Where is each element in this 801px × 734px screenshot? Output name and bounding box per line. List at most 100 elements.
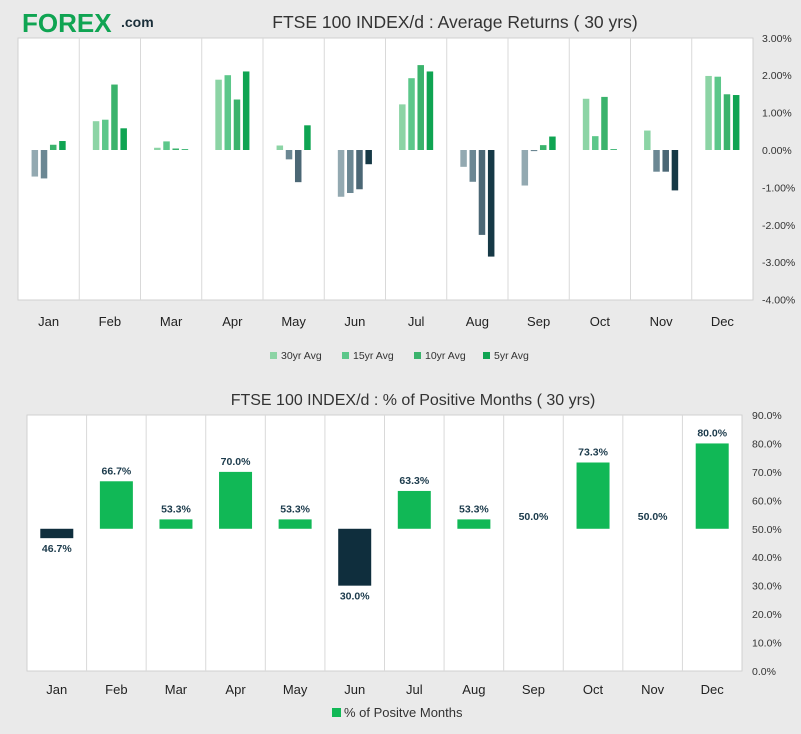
chart1-bar-jan-0 — [31, 150, 39, 177]
chart1-bar-may-3 — [304, 125, 311, 150]
chart1-bar-nov-0 — [644, 130, 651, 150]
chart1-legend-label: 10yr Avg — [425, 350, 466, 362]
chart2-data-label: 73.3% — [578, 447, 608, 459]
chart1-bar-aug-2 — [478, 150, 486, 235]
chart1-bar-jul-3 — [426, 71, 434, 150]
chart1-legend-label: 15yr Avg — [353, 350, 394, 362]
chart1-bar-mar-0 — [154, 147, 161, 150]
chart2-x-tick: Jan — [46, 682, 67, 697]
chart2-bar-aug — [457, 519, 491, 529]
chart1-x-tick: Jul — [408, 314, 425, 329]
chart1-bar-apr-1 — [224, 75, 232, 150]
chart1-x-tick: May — [281, 314, 306, 329]
chart1-y-tick: 1.00% — [762, 108, 792, 120]
chart2-y-tick: 80.0% — [752, 438, 782, 450]
chart1-x-tick: Jun — [344, 314, 365, 329]
forex-logo: FOREX .com — [22, 8, 154, 38]
chart2-bar-feb — [99, 481, 133, 529]
chart1-bar-jan-1 — [40, 150, 48, 179]
chart2-x-tick: Dec — [701, 682, 725, 697]
chart1-bar-nov-2 — [662, 150, 669, 172]
chart1-bar-sep-3 — [549, 136, 556, 150]
chart2-title: FTSE 100 INDEX/d : % of Positive Months … — [231, 392, 596, 409]
chart2-data-label: 46.7% — [42, 543, 72, 555]
chart1-x-tick: Nov — [650, 314, 674, 329]
chart2-data-label: 50.0% — [519, 511, 549, 523]
chart1-bar-aug-1 — [469, 150, 477, 182]
chart2-x-tick: Apr — [225, 682, 246, 697]
chart1-bar-feb-1 — [102, 119, 109, 150]
chart2-y-tick: 20.0% — [752, 609, 782, 621]
chart2-x-tick: Sep — [522, 682, 545, 697]
chart2-x-tick: Feb — [105, 682, 127, 697]
chart1-bar-mar-2 — [172, 148, 179, 150]
chart2-bar-oct — [576, 462, 610, 529]
chart2-y-tick: 10.0% — [752, 638, 782, 650]
chart1-bar-jul-1 — [408, 78, 415, 150]
chart1-bar-oct-3 — [610, 149, 617, 150]
chart1-bar-jul-0 — [399, 104, 406, 150]
chart2-y-tick: 50.0% — [752, 524, 782, 536]
chart2-data-label: 53.3% — [280, 503, 310, 515]
chart1-bar-feb-3 — [120, 128, 127, 150]
chart1-bar-jan-3 — [59, 141, 66, 150]
chart2-data-label: 70.0% — [221, 456, 251, 468]
chart1-bar-aug-0 — [460, 150, 467, 167]
chart1-legend-swatch — [270, 352, 277, 359]
chart2-data-label: 66.7% — [101, 465, 131, 477]
chart2-bar-dec — [695, 443, 729, 529]
chart2-data-label: 80.0% — [697, 427, 727, 439]
chart1-bar-apr-3 — [242, 71, 250, 150]
chart1-y-tick: 2.00% — [762, 70, 792, 82]
chart2-legend-swatch — [332, 708, 341, 717]
chart1-bar-jun-2 — [356, 150, 363, 190]
chart1-bar-sep-0 — [521, 150, 529, 186]
chart2-y-tick: 70.0% — [752, 467, 782, 479]
chart1-bar-nov-1 — [653, 150, 660, 172]
chart1-bar-apr-2 — [233, 99, 241, 150]
chart2-y-tick: 60.0% — [752, 495, 782, 507]
chart1-bar-jul-2 — [417, 65, 424, 150]
chart2-bar-jul — [397, 490, 431, 529]
chart2-data-label: 30.0% — [340, 591, 370, 603]
chart1-bar-may-2 — [294, 150, 302, 183]
chart1-y-tick: -4.00% — [762, 295, 795, 307]
chart1-bar-sep-2 — [539, 145, 547, 150]
chart1-y-tick: -1.00% — [762, 182, 795, 194]
chart1-bar-may-0 — [276, 145, 284, 150]
chart2-data-label: 53.3% — [459, 503, 489, 515]
chart1-bar-may-1 — [285, 150, 293, 160]
chart2-data-label: 63.3% — [399, 475, 429, 487]
chart1-bar-jan-2 — [49, 144, 57, 150]
chart1-y-tick: -3.00% — [762, 257, 795, 269]
chart1-y-tick: 3.00% — [762, 33, 792, 45]
chart2-bar-jan — [40, 528, 74, 539]
chart1-bar-jun-3 — [365, 150, 372, 165]
chart1-bar-oct-2 — [601, 96, 608, 150]
chart1-legend-swatch — [483, 352, 490, 359]
chart1-x-tick: Aug — [466, 314, 489, 329]
chart1-bar-dec-1 — [714, 76, 722, 150]
chart1-legend-swatch — [414, 352, 421, 359]
chart2-y-tick: 30.0% — [752, 581, 782, 593]
chart2-x-tick: Jul — [406, 682, 423, 697]
chart1-bar-oct-1 — [592, 136, 599, 150]
chart1-x-tick: Feb — [99, 314, 121, 329]
chart2-y-tick: 40.0% — [752, 552, 782, 564]
chart2-y-tick: 0.0% — [752, 666, 776, 678]
logo-text: FOREX — [22, 8, 112, 38]
chart1-bar-dec-3 — [732, 95, 740, 150]
chart1-bar-dec-0 — [705, 75, 712, 150]
chart2-x-tick: Mar — [165, 682, 188, 697]
chart1-x-tick: Sep — [527, 314, 550, 329]
chart1-x-tick: Dec — [711, 314, 735, 329]
chart1-bar-feb-0 — [92, 121, 100, 150]
chart1-x-tick: Mar — [160, 314, 183, 329]
chart1-legend-label: 30yr Avg — [281, 350, 322, 362]
chart2-x-tick: Aug — [462, 682, 485, 697]
chart1-bar-dec-2 — [723, 94, 731, 150]
chart2-bar-jun — [338, 528, 372, 586]
chart2-bar-may — [278, 519, 312, 529]
